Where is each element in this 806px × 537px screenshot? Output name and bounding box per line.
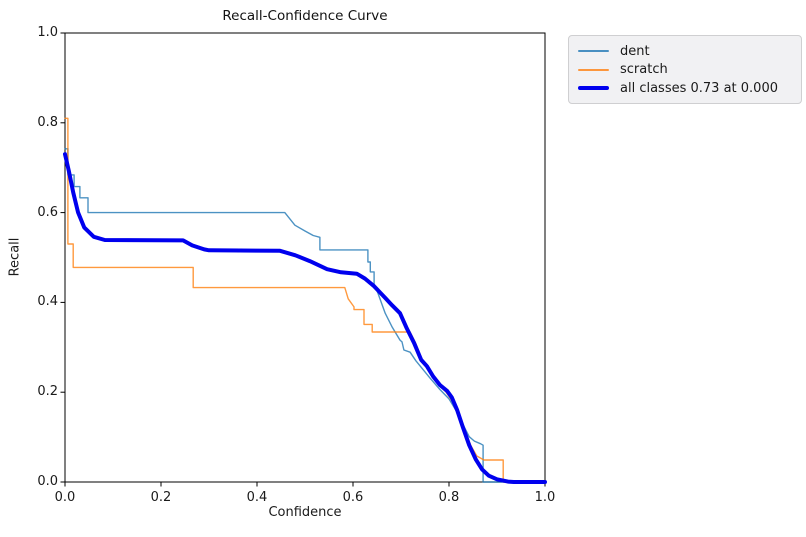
legend-label: dent xyxy=(620,43,650,59)
legend-line-swatch xyxy=(578,50,609,52)
x-tick-label: 0.2 xyxy=(150,490,172,505)
x-tick-label: 0.4 xyxy=(246,490,268,505)
legend-label: all classes 0.73 at 0.000 xyxy=(620,80,778,96)
series-line-scratch xyxy=(64,117,546,483)
y-tick-label: 0.4 xyxy=(37,294,58,310)
series-line-dent xyxy=(64,148,546,483)
legend-line-swatch xyxy=(578,86,609,90)
y-tick-label: 1.0 xyxy=(37,25,58,40)
series-line-all_classes xyxy=(63,152,547,484)
y-tick-label: 0.2 xyxy=(37,384,58,400)
x-tick-label: 0.6 xyxy=(342,490,364,505)
axes-frame xyxy=(64,32,546,483)
chart-title: Recall-Confidence Curve xyxy=(222,8,388,24)
x-tick-label: 0.0 xyxy=(54,490,76,505)
legend-label: scratch xyxy=(620,62,668,77)
x-axis-label: Confidence xyxy=(268,505,342,520)
legend: dent scratch all classes 0.73 at 0.000 xyxy=(568,35,802,104)
legend-entry-all-classes: all classes 0.73 at 0.000 xyxy=(578,82,792,95)
y-tick-label: 0.8 xyxy=(37,114,58,130)
x-tick-label: 1.0 xyxy=(534,490,556,505)
y-tick-label: 0.0 xyxy=(37,474,58,489)
legend-line-swatch xyxy=(578,68,609,71)
legend-entry-dent: dent xyxy=(578,45,792,58)
y-axis-label: Recall xyxy=(7,237,23,277)
legend-entry-scratch: scratch xyxy=(578,63,792,76)
y-tick-label: 0.6 xyxy=(37,204,58,220)
x-tick-label: 0.8 xyxy=(438,490,460,505)
